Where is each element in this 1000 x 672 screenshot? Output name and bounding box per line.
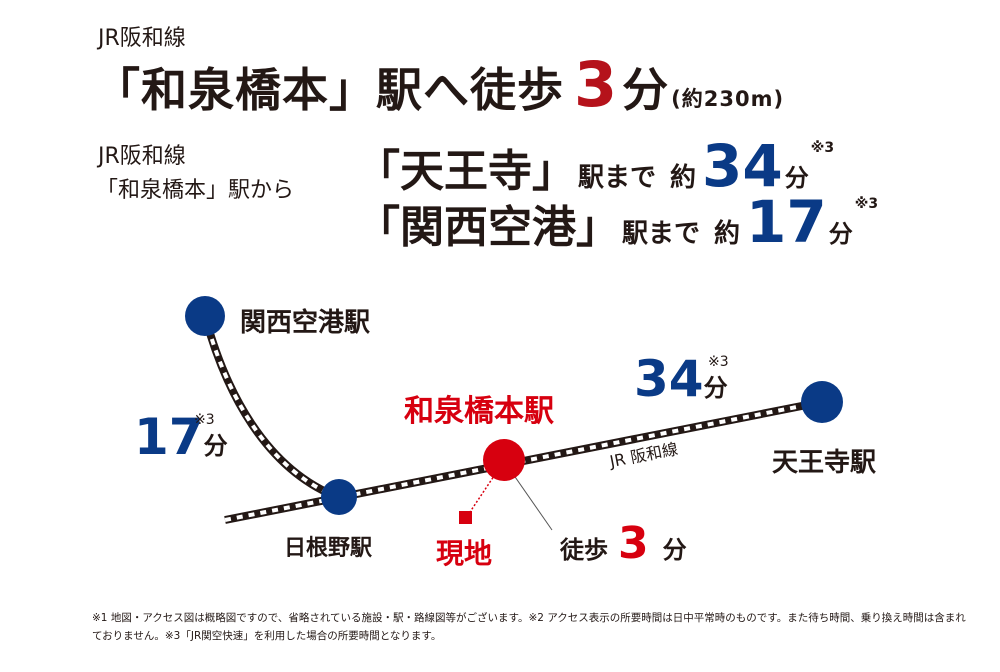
station-label-kansai: 関西空港駅 bbox=[240, 308, 371, 338]
footnote: ※1 地図・アクセス図は概略図ですので、省略されている施設・駅・路線図等がござい… bbox=[92, 612, 966, 642]
destination-minutes: 34 bbox=[702, 132, 783, 200]
destination-approx: 約 bbox=[714, 219, 741, 249]
kansai-branch-track bbox=[201, 314, 342, 502]
station-label-hine: 日根野駅 bbox=[284, 536, 373, 561]
destination-station: 「天王寺」 bbox=[356, 146, 576, 197]
headline-station: 「和泉橋本」駅へ徒歩 bbox=[94, 63, 564, 117]
kansai-time-minutes: 17 bbox=[134, 408, 204, 466]
walk-prefix: 徒歩 bbox=[560, 536, 608, 564]
destination-note: ※3 bbox=[810, 140, 835, 156]
station-label-izumi: 和泉橋本駅 bbox=[404, 394, 554, 429]
destination-suffix: 駅まで bbox=[622, 219, 701, 249]
station-marker-hine bbox=[321, 479, 357, 515]
headline-line-label: JR阪和線 bbox=[98, 26, 186, 51]
destination-note: ※3 bbox=[854, 196, 879, 212]
destination-suffix: 駅まで bbox=[578, 163, 657, 193]
destination-tennoji: 「天王寺」駅まで約 34分※3 bbox=[356, 132, 834, 200]
destination-approx: 約 bbox=[670, 163, 697, 193]
station-marker-tennoji bbox=[801, 381, 843, 423]
station-marker-izumi bbox=[483, 439, 525, 481]
tennoji-time-note: ※3 bbox=[708, 354, 729, 370]
tennoji-time-minutes: 34 bbox=[634, 350, 704, 408]
headline-unit: 分 bbox=[622, 63, 670, 117]
station-marker-kansai bbox=[185, 296, 225, 336]
station-label-tennoji: 天王寺駅 bbox=[772, 448, 877, 478]
tennoji-time-unit: 分 bbox=[703, 374, 728, 402]
kansai-time-unit: 分 bbox=[203, 432, 228, 460]
tennoji-time-badge: 34分 ※3 bbox=[634, 350, 729, 408]
destination-unit: 分 bbox=[784, 164, 809, 192]
kansai-time-note: ※3 bbox=[194, 412, 215, 428]
destination-unit: 分 bbox=[828, 220, 853, 248]
walk-path bbox=[465, 460, 505, 519]
site-marker bbox=[459, 511, 472, 524]
walk-time-label: 徒歩 3 分 bbox=[560, 518, 687, 569]
destination-minutes: 17 bbox=[746, 188, 827, 256]
destination-kansai: 「関西空港」駅まで約 17分※3 bbox=[356, 188, 878, 256]
site-label: 現地 bbox=[436, 537, 493, 570]
walk-minutes: 3 bbox=[618, 518, 649, 569]
access-from-station: 「和泉橋本」駅から bbox=[96, 178, 295, 203]
kansai-time-badge: 17分 ※3 bbox=[134, 408, 228, 466]
headline-distance: (約230m) bbox=[671, 87, 785, 111]
headline-minutes: 3 bbox=[574, 48, 619, 121]
walk-unit: 分 bbox=[662, 536, 687, 564]
destination-station: 「関西空港」 bbox=[356, 202, 620, 253]
access-from-line: JR阪和線 bbox=[98, 144, 186, 169]
headline: 「和泉橋本」駅へ徒歩 3分(約230m) bbox=[94, 48, 784, 121]
